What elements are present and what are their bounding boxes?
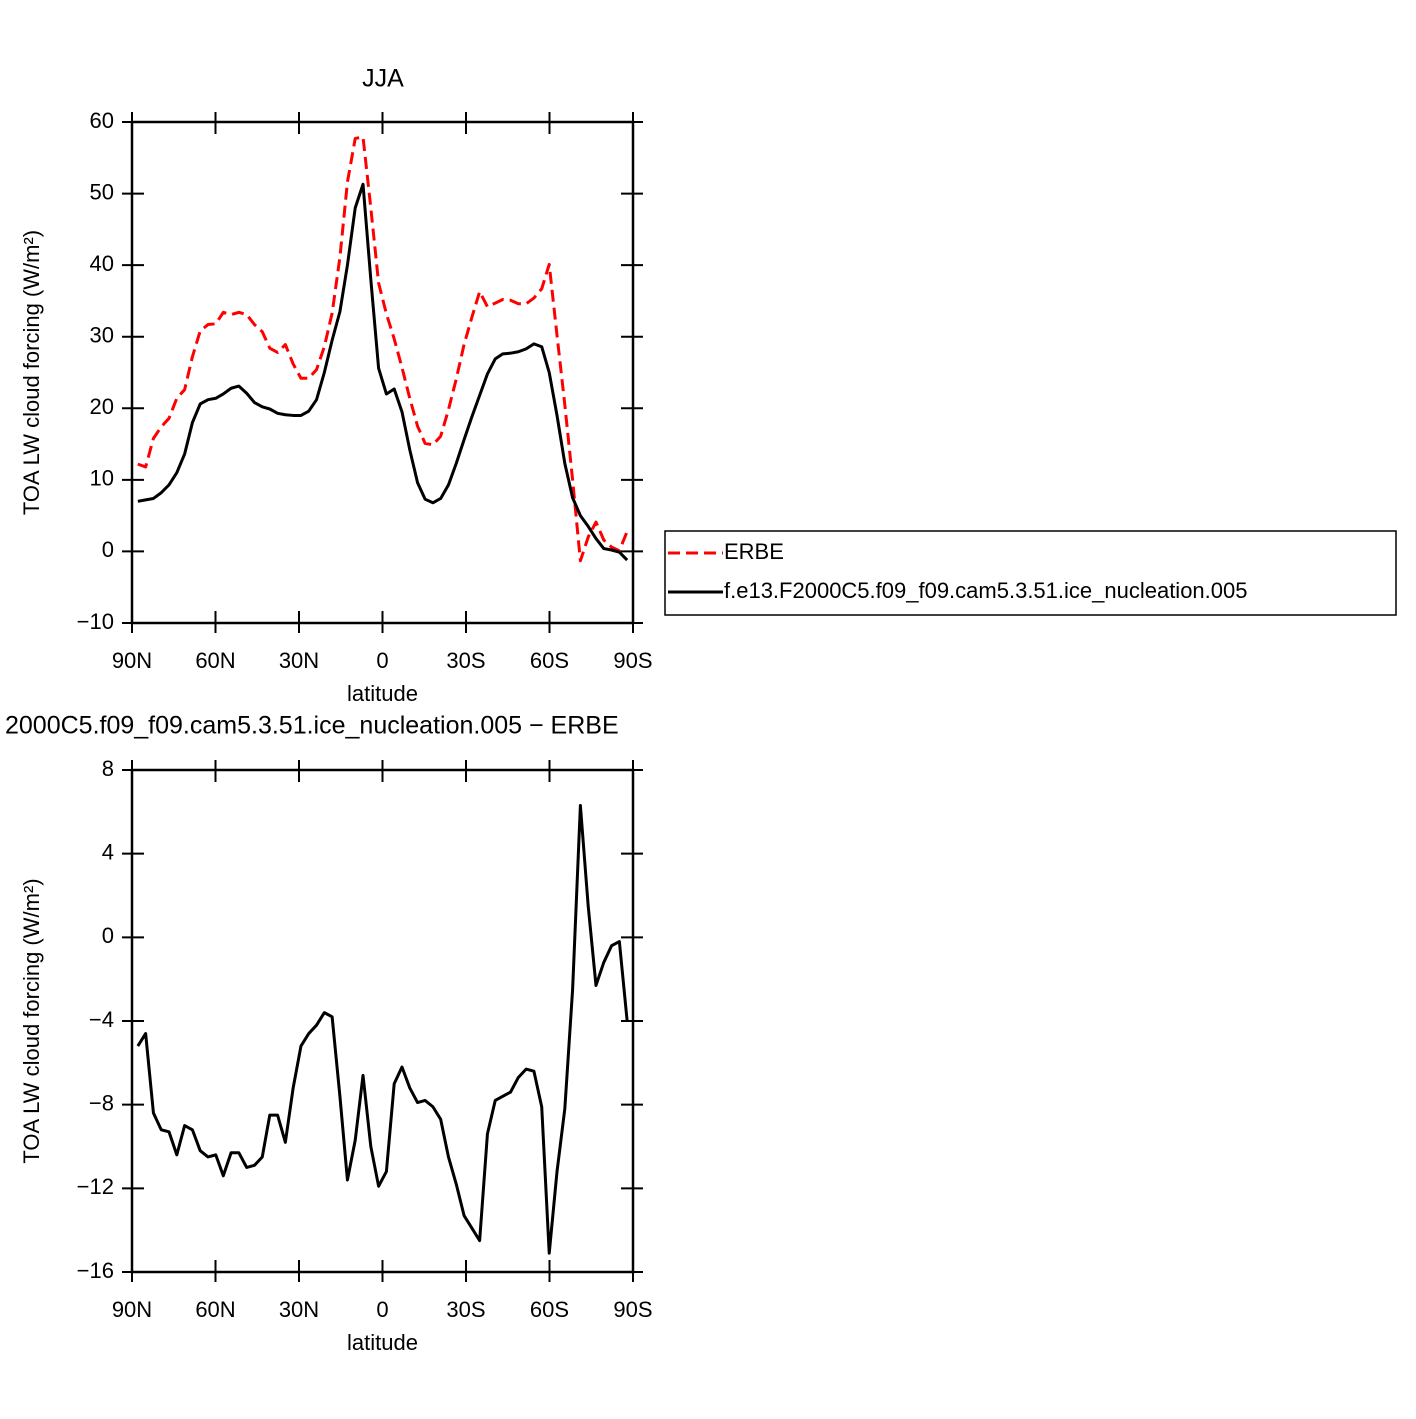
y-tick-label: 4 [102, 839, 114, 864]
y-tick-label: 10 [90, 466, 114, 491]
series-line [136, 804, 629, 1255]
chart-title: 2000C5.f09_f09.cam5.3.51.ice_nucleation.… [5, 712, 619, 740]
legend-box [664, 530, 1397, 616]
y-tick-label: 60 [90, 108, 114, 133]
x-tick-label: 30S [446, 1297, 485, 1322]
y-tick-label: 50 [90, 179, 114, 204]
y-tick-label: −8 [89, 1090, 114, 1115]
y-tick-label: −4 [89, 1007, 114, 1032]
x-tick-label: 60S [530, 648, 569, 673]
x-axis-label: latitude [347, 1330, 418, 1355]
x-tick-label: 60S [530, 1297, 569, 1322]
x-tick-label: 60N [195, 1297, 235, 1322]
chart-title: JJA [362, 65, 404, 93]
y-tick-label: 20 [90, 394, 114, 419]
y-tick-label: 40 [90, 251, 114, 276]
y-tick-label: −10 [77, 609, 114, 634]
y-axis-label: TOA LW cloud forcing (W/m²) [19, 878, 44, 1163]
x-tick-label: 90N [112, 1297, 152, 1322]
y-axis-label: TOA LW cloud forcing (W/m²) [19, 230, 44, 515]
y-tick-label: 30 [90, 323, 114, 348]
x-tick-label: 0 [376, 1297, 388, 1322]
plot-frame [130, 120, 635, 625]
x-tick-label: 90S [613, 1297, 652, 1322]
x-tick-label: 90N [112, 648, 152, 673]
series-line [137, 182, 629, 562]
x-tick-label: 90S [613, 648, 652, 673]
x-tick-label: 0 [376, 648, 388, 673]
legend-label: f.e13.F2000C5.f09_f09.cam5.3.51.ice_nucl… [724, 578, 1248, 603]
y-tick-label: 8 [102, 756, 114, 781]
series-line [137, 135, 629, 563]
y-tick-label: −12 [77, 1174, 114, 1199]
x-tick-label: 60N [195, 648, 235, 673]
x-tick-label: 30S [446, 648, 485, 673]
x-tick-label: 30N [279, 648, 319, 673]
plot-frame [130, 768, 635, 1274]
y-tick-label: −16 [77, 1258, 114, 1283]
x-tick-label: 30N [279, 1297, 319, 1322]
y-tick-label: 0 [102, 923, 114, 948]
legend-label: ERBE [724, 539, 784, 564]
x-axis-label: latitude [347, 681, 418, 706]
y-tick-label: 0 [102, 537, 114, 562]
